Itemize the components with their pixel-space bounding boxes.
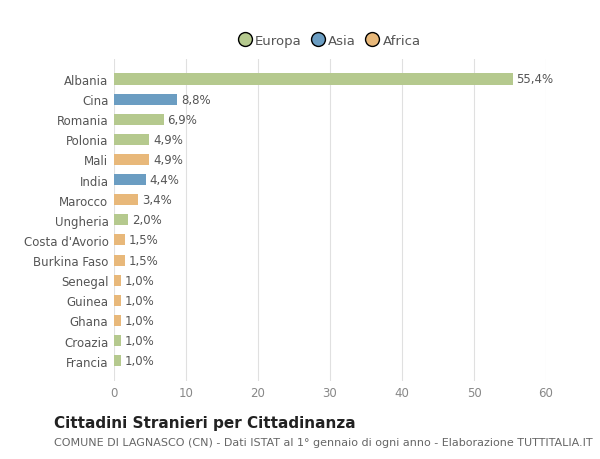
Bar — [114, 155, 149, 166]
Text: 4,9%: 4,9% — [153, 154, 183, 167]
Bar — [114, 295, 121, 306]
Bar — [114, 315, 121, 326]
Text: COMUNE DI LAGNASCO (CN) - Dati ISTAT al 1° gennaio di ogni anno - Elaborazione T: COMUNE DI LAGNASCO (CN) - Dati ISTAT al … — [54, 437, 593, 447]
Text: 8,8%: 8,8% — [181, 93, 211, 106]
Text: 1,0%: 1,0% — [125, 354, 155, 367]
Text: 1,0%: 1,0% — [125, 314, 155, 327]
Text: 3,4%: 3,4% — [142, 194, 172, 207]
Bar — [114, 74, 513, 85]
Text: 1,0%: 1,0% — [125, 334, 155, 347]
Text: 6,9%: 6,9% — [167, 113, 197, 126]
Bar — [114, 255, 125, 266]
Text: 55,4%: 55,4% — [517, 73, 554, 86]
Text: Cittadini Stranieri per Cittadinanza: Cittadini Stranieri per Cittadinanza — [54, 415, 356, 431]
Bar — [114, 335, 121, 346]
Legend: Europa, Asia, Africa: Europa, Asia, Africa — [235, 31, 425, 52]
Text: 4,9%: 4,9% — [153, 134, 183, 146]
Text: 1,0%: 1,0% — [125, 274, 155, 287]
Bar — [114, 355, 121, 366]
Text: 1,5%: 1,5% — [128, 234, 158, 247]
Bar — [114, 114, 164, 125]
Bar — [114, 215, 128, 226]
Text: 1,0%: 1,0% — [125, 294, 155, 307]
Text: 2,0%: 2,0% — [132, 214, 162, 227]
Bar — [114, 174, 146, 186]
Bar — [114, 235, 125, 246]
Bar — [114, 195, 139, 206]
Text: 1,5%: 1,5% — [128, 254, 158, 267]
Bar — [114, 95, 178, 106]
Bar — [114, 134, 149, 146]
Text: 4,4%: 4,4% — [149, 174, 179, 187]
Bar — [114, 275, 121, 286]
